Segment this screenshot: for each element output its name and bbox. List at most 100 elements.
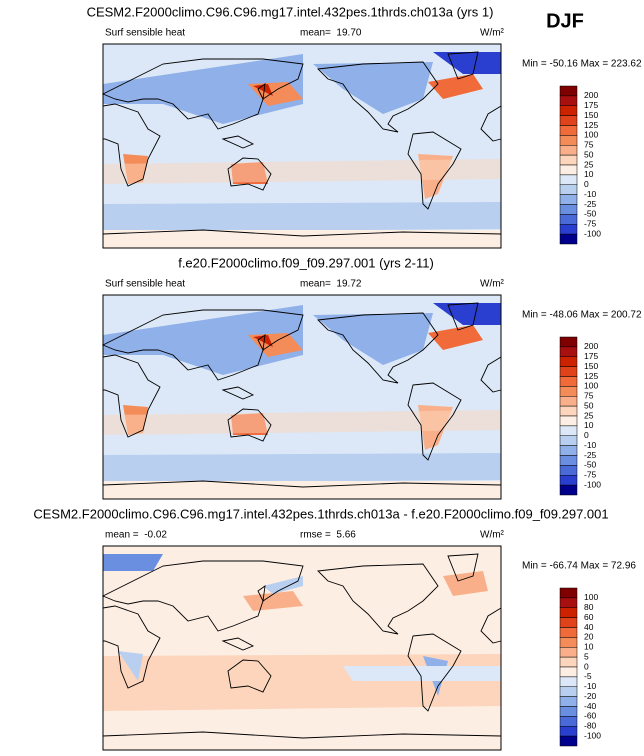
colorbar-label: -10 [584, 440, 597, 450]
colorbar-box [559, 125, 578, 136]
colorbar-label: 150 [584, 361, 598, 371]
colorbar-box [559, 666, 578, 678]
colorbar-label: -50 [584, 209, 597, 219]
map [103, 44, 501, 248]
colorbar-box [559, 204, 578, 215]
colorbar-box [559, 336, 578, 348]
colorbar-label: 0 [584, 179, 589, 189]
colorbar-label: 125 [584, 371, 598, 381]
colorbar-box [559, 85, 578, 97]
colorbar-box [559, 95, 578, 106]
panel-title: f.e20.F2000climo.f09_f09.297.001 (yrs 2-… [178, 255, 434, 270]
colorbar-box [559, 115, 578, 126]
colorbar-box [559, 455, 578, 466]
colorbar-box [559, 676, 578, 687]
min-max: Min = -48.06 Max = 200.72 [522, 310, 642, 321]
colorbar-box [559, 435, 578, 446]
colorbar-box [559, 224, 578, 235]
center-label: mean= 19.72 [300, 279, 362, 290]
colorbar-box [559, 386, 578, 397]
colorbar-box [559, 135, 578, 146]
map-frame [102, 294, 502, 500]
colorbar-box [559, 617, 578, 628]
colorbar-label: -10 [584, 681, 597, 691]
colorbar-box [559, 686, 578, 697]
colorbar-label: -75 [584, 470, 597, 480]
colorbar-label: 80 [584, 602, 594, 612]
units-label: W/m² [480, 530, 505, 541]
colorbar-box [559, 396, 578, 407]
colorbar-box [559, 696, 578, 707]
colorbar-label: 75 [584, 391, 594, 401]
colorbar-label: 20 [584, 632, 594, 642]
colorbar-label: -40 [584, 701, 597, 711]
units-label: W/m² [480, 28, 505, 39]
colorbar-label: -60 [584, 711, 597, 721]
colorbar-box [559, 735, 578, 747]
colorbar-box [559, 356, 578, 367]
left-label: mean = -0.02 [105, 530, 167, 541]
colorbar-box [559, 607, 578, 618]
colorbar-label: 5 [584, 651, 589, 661]
colorbar-box [559, 597, 578, 608]
map [103, 295, 501, 499]
min-max: Min = -66.74 Max = 72.96 [522, 561, 636, 572]
colorbar-label: 25 [584, 410, 594, 420]
colorbar-label: 100 [584, 130, 598, 140]
colorbar-box [559, 647, 578, 658]
center-label: mean= 19.70 [300, 28, 362, 39]
colorbar-label: 200 [584, 90, 598, 100]
colorbar-label: 10 [584, 169, 594, 179]
colorbar-box [559, 376, 578, 387]
colorbar-label: -100 [584, 730, 601, 740]
colorbar-label: 175 [584, 351, 598, 361]
colorbar-label: 100 [584, 592, 598, 602]
colorbar-label: -50 [584, 460, 597, 470]
left-label: Surf sensible heat [105, 28, 185, 39]
map-frame [102, 545, 502, 751]
min-max: Min = -50.16 Max = 223.62 [522, 59, 642, 70]
panel-title: CESM2.F2000climo.C96.C96.mg17.intel.432p… [33, 506, 608, 521]
colorbar-label: 75 [584, 140, 594, 150]
colorbar-label: 50 [584, 149, 594, 159]
colorbar-label: 0 [584, 430, 589, 440]
colorbar-box [559, 405, 578, 417]
colorbar-box [559, 445, 578, 456]
colorbar-label: -100 [584, 228, 601, 238]
colorbar-box [559, 164, 578, 176]
colorbar-box [559, 154, 578, 166]
colorbar-box [559, 425, 578, 436]
colorbar-box [559, 656, 578, 668]
colorbar-box [559, 174, 578, 185]
units-label: W/m² [480, 279, 505, 290]
colorbar-box [559, 366, 578, 377]
colorbar-label: -5 [584, 671, 592, 681]
colorbar-box [559, 415, 578, 427]
colorbar-label: 100 [584, 381, 598, 391]
colorbar-box [559, 726, 578, 737]
colorbar-label: 50 [584, 400, 594, 410]
center-label: rmse = 5.66 [300, 530, 356, 541]
colorbar-box [559, 637, 578, 648]
colorbar-box [559, 484, 578, 496]
colorbar-box [559, 184, 578, 195]
colorbar-label: -25 [584, 199, 597, 209]
colorbar-label: -75 [584, 219, 597, 229]
colorbar-box [559, 706, 578, 717]
colorbar-label: 60 [584, 612, 594, 622]
colorbar-label: 10 [584, 642, 594, 652]
figure-label: DJF [546, 10, 584, 32]
colorbar-box [559, 233, 578, 245]
panel-title: CESM2.F2000climo.C96.C96.mg17.intel.432p… [87, 4, 494, 19]
colorbar-box [559, 145, 578, 156]
colorbar-label: 25 [584, 159, 594, 169]
colorbar-box [559, 587, 578, 599]
colorbar-box [559, 214, 578, 225]
left-label: Surf sensible heat [105, 279, 185, 290]
colorbar-label: 200 [584, 341, 598, 351]
colorbar-box [559, 465, 578, 476]
colorbar-label: 150 [584, 110, 598, 120]
colorbar-box [559, 346, 578, 357]
map [103, 546, 501, 750]
